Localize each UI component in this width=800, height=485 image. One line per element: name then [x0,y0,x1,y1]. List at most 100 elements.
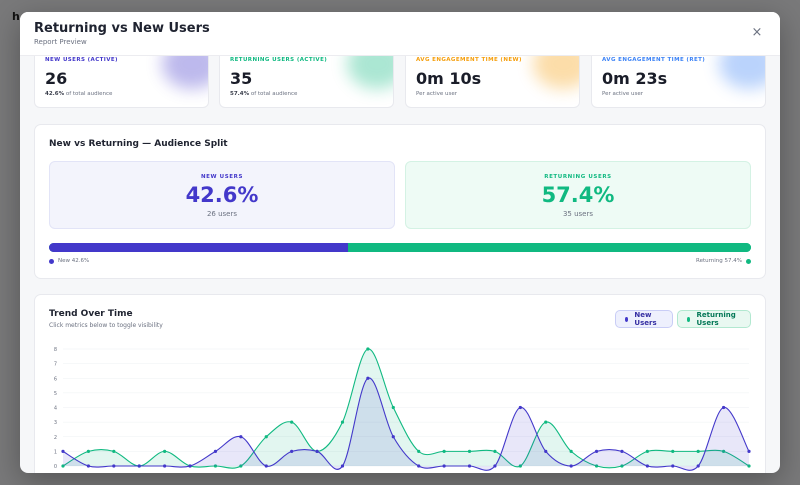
kpi-card-avg-engagement-new: AVG ENGAGEMENT TIME (NEW) 0m 10s Per act… [405,56,580,108]
kpi-glow [162,56,208,89]
toggle-new-users-button[interactable]: New Users [615,310,673,328]
split-legend-returning-label: Returning 57.4% [696,258,742,264]
kpi-card-avg-engagement-ret: AVG ENGAGEMENT TIME (RET) 0m 23s Per act… [591,56,766,108]
returning-users-point [493,449,497,453]
returning-users-point [620,464,624,468]
new-users-point [213,449,218,453]
trend-card: Trend Over Time Click metrics below to t… [34,294,766,473]
returning-users-point [239,464,243,468]
returning-users-point [340,420,345,424]
returning-users-point [61,464,65,468]
new-users-point [671,464,675,468]
returning-users-area [63,348,749,469]
returning-users-point [518,464,522,468]
new-users-point [315,449,319,453]
returning-legend-dot-icon [746,258,751,264]
returning-users-point [747,464,751,468]
y-tick-label: 0 [54,464,57,470]
split-bar-new-segment [49,243,348,252]
kpi-card-new-users: NEW USERS (ACTIVE) 26 42.6% of total aud… [34,56,209,108]
kpi-label: AVG ENGAGEMENT TIME (RET) [602,57,706,63]
kpi-subtext-text: Per active user [416,91,457,97]
returning-users-split-count: 35 users [562,210,594,218]
kpi-subtext: Per active user [602,91,643,97]
split-bar-returning-segment [348,243,751,252]
returning-users-point [86,449,91,453]
new-users-point [391,435,395,439]
new-users-point [340,464,345,468]
kpi-glow [719,56,765,89]
new-users-point [645,464,649,468]
returning-users-point [264,435,268,439]
y-tick-label: 2 [54,435,57,441]
new-users-point [163,464,167,468]
returning-users-split-label: RETURNING USERS [544,174,612,180]
trend-title: Trend Over Time [49,309,133,319]
new-users-split-count: 26 users [206,210,238,218]
new-users-point [544,449,548,453]
toggle-returning-users-label: Returning Users [696,311,736,327]
modal-subtitle: Report Preview [34,38,87,46]
kpi-subtext-text: of total audience [64,91,113,97]
kpi-subtext-strong: 57.4% [230,91,250,97]
new-users-point [417,464,421,468]
returning-users-point [442,449,446,453]
new-users-point [86,464,91,468]
new-users-point [721,405,726,410]
y-tick-label: 1 [54,449,57,455]
kpi-subtext-text: of total audience [249,91,298,97]
kpi-label: RETURNING USERS (ACTIVE) [230,57,328,63]
new-users-point [61,449,65,453]
y-tick-label: 4 [54,406,57,412]
modal-title: Returning vs New Users [34,21,210,36]
returning-users-point [366,347,370,351]
new-users-split-label: NEW USERS [200,174,244,180]
audience-split-card: New vs Returning — Audience Split NEW US… [34,124,766,279]
new-users-point [620,449,624,453]
kpi-subtext-text: Per active user [602,91,643,97]
new-users-point [442,464,446,468]
returning-users-line [62,348,750,469]
new-users-point [747,449,751,453]
returning-users-point [467,449,472,453]
new-users-point [264,464,268,468]
y-tick-label: 8 [54,347,57,353]
kpi-value: 35 [230,69,253,88]
returning-users-point [721,449,726,453]
split-legend-new: New 42.6% [49,258,89,264]
toggle-returning-users-button[interactable]: Returning Users [677,310,751,328]
returning-users-point [696,449,700,453]
new-users-point [696,464,700,468]
split-legend-new-label: New 42.6% [58,258,90,264]
returning-users-point [417,449,421,453]
returning-users-point [544,420,548,424]
trend-subtitle: Click metrics below to toggle visibility [49,322,163,329]
returning-users-point [391,405,395,410]
new-users-point [467,464,472,468]
returning-users-point [290,420,294,424]
kpi-row: NEW USERS (ACTIVE) 26 42.6% of total aud… [34,56,766,108]
kpi-value: 26 [45,69,68,88]
kpi-label: AVG ENGAGEMENT TIME (NEW) [416,57,522,63]
returning-users-point [594,464,599,468]
returning-users-point [569,449,573,453]
kpi-subtext: 57.4% of total audience [230,91,297,97]
new-users-split-value: 42.6% [185,183,259,207]
returning-users-point [163,449,167,453]
returning-users-dot-icon [687,316,691,322]
close-icon[interactable]: × [751,25,763,40]
kpi-value: 0m 10s [416,69,482,88]
new-users-point [290,449,294,453]
kpi-glow [533,56,579,89]
kpi-subtext-strong: 42.6% [45,91,65,97]
returning-users-split-box: RETURNING USERS 57.4% 35 users [405,161,751,229]
toggle-new-users-label: New Users [634,311,657,327]
split-legend-returning: Returning 57.4% [696,258,751,264]
y-tick-label: 3 [54,420,57,426]
new-users-point [366,376,370,380]
returning-users-point [645,449,649,453]
new-users-point [239,435,243,439]
new-users-area [63,377,749,471]
trend-chart: 0 1 2 3 4 5 6 7 8 [54,347,751,471]
modal-body[interactable]: NEW USERS (ACTIVE) 26 42.6% of total aud… [20,56,780,473]
